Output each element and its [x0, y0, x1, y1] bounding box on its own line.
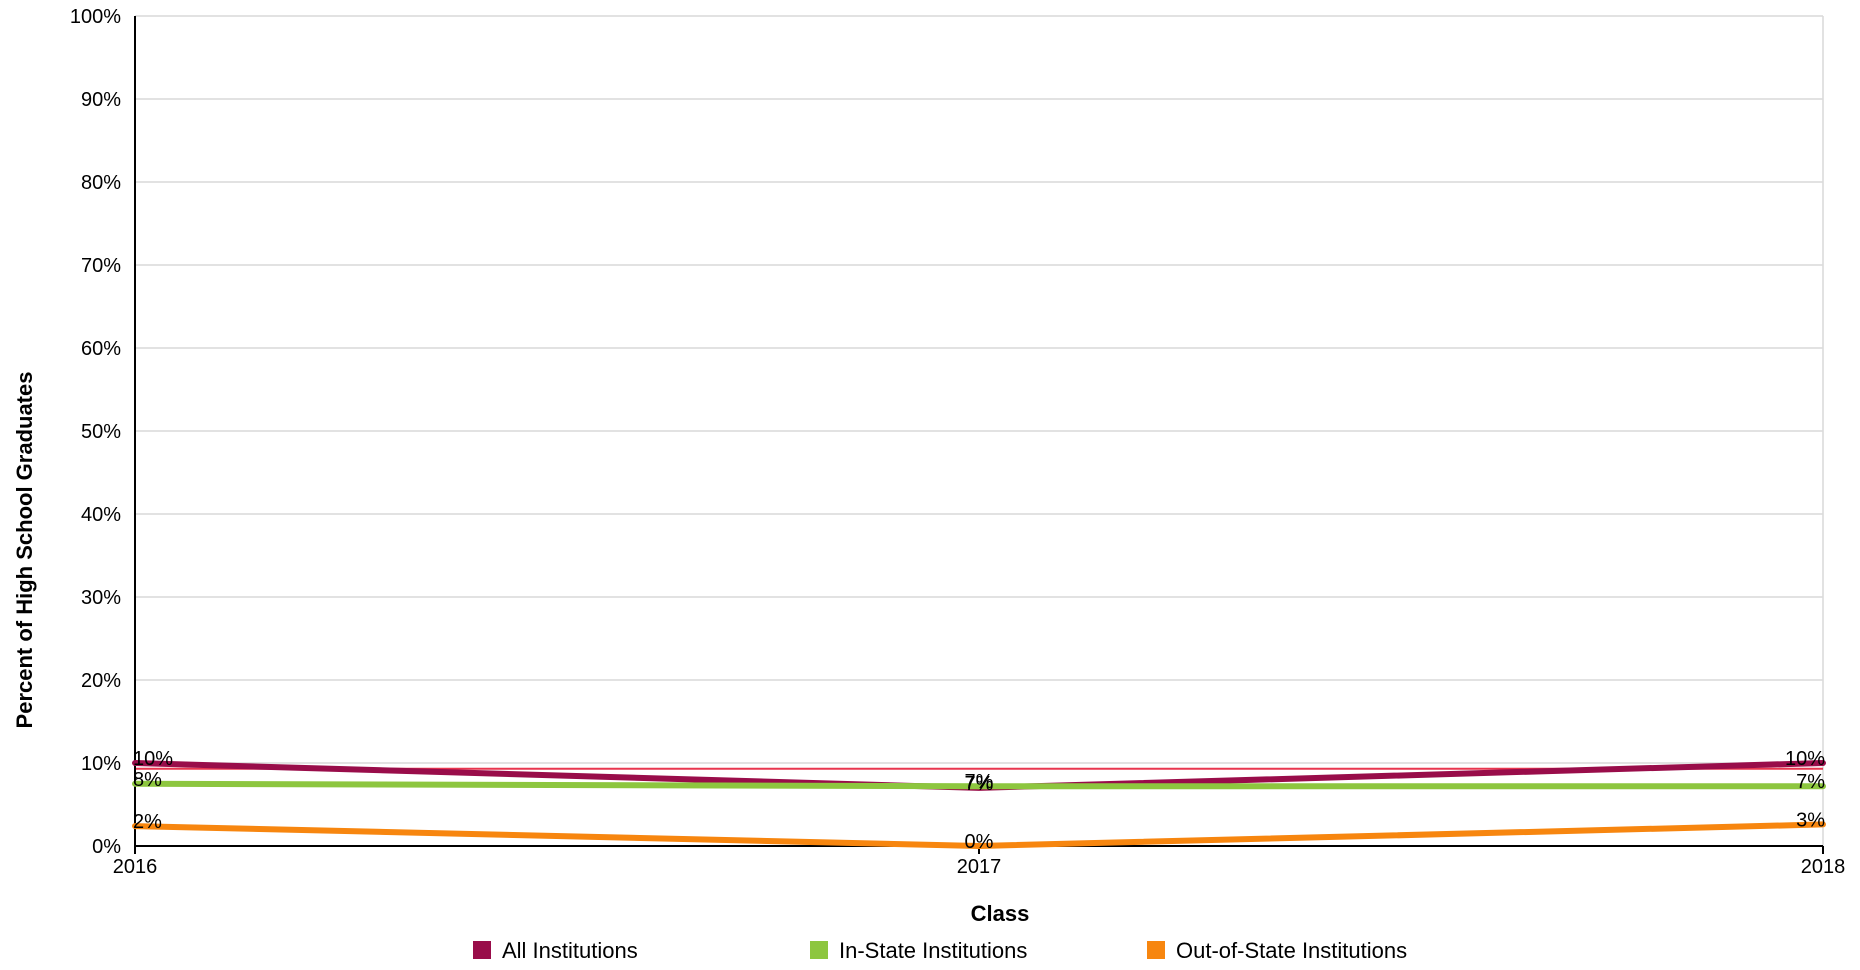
data-label: 2% — [133, 811, 162, 833]
y-tick-label: 50% — [81, 421, 121, 443]
data-label: 8% — [133, 769, 162, 791]
legend-label: All Institutions — [502, 938, 638, 963]
legend-swatch — [1147, 941, 1165, 959]
y-tick-label: 100% — [70, 6, 121, 28]
legend-swatch — [810, 941, 828, 959]
series-line — [132, 780, 1826, 790]
legend: All Institutions In-State Institutions Out… — [473, 938, 1407, 963]
y-tick-label: 70% — [81, 255, 121, 277]
axes: 0% 10% 20% 30% 40% 50% 60% 70% 80% 90% 100% 2016 201… — [70, 6, 1845, 878]
y-tick-label: 20% — [81, 670, 121, 692]
x-tick-label: 2016 — [113, 856, 158, 878]
data-label: 3% — [1796, 809, 1825, 831]
y-tick-label: 80% — [81, 172, 121, 194]
legend-label: In-State Institutions — [839, 938, 1027, 963]
y-tick-label: 60% — [81, 338, 121, 360]
data-label: 7% — [965, 773, 994, 795]
data-labels: 10%7%10%8% 7% 7%2%0%3% — [133, 748, 1825, 853]
gridlines — [135, 15, 1824, 846]
y-tick-label: 10% — [81, 753, 121, 775]
series-line — [132, 821, 1826, 849]
data-label: 0% — [965, 831, 994, 853]
legend-label: Out-of-State Institutions — [1176, 938, 1407, 963]
data-label: 7% — [965, 771, 994, 793]
legend-swatch — [473, 941, 491, 959]
y-tick-label: 0% — [92, 836, 121, 858]
x-axis-title: Class — [971, 901, 1030, 926]
y-axis-title: Percent of High School Graduates — [12, 372, 37, 729]
x-tick-label: 2018 — [1801, 856, 1846, 878]
y-tick-label: 30% — [81, 587, 121, 609]
series-lines — [132, 760, 1826, 849]
data-label: 10% — [133, 748, 173, 770]
y-tick-label: 90% — [81, 89, 121, 111]
data-label: 7% — [1796, 771, 1825, 793]
x-tick-label: 2017 — [957, 856, 1002, 878]
y-tick-label: 40% — [81, 504, 121, 526]
data-label: 10% — [1785, 748, 1825, 770]
